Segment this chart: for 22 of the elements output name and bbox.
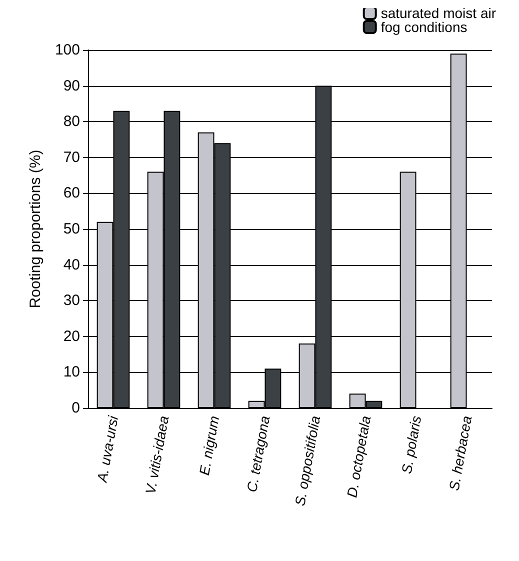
x-tick-label: S. polaris [398,414,424,475]
x-tick-label: S. oppositifolia [292,414,324,508]
y-tick-label: 100 [54,42,80,58]
x-tick-label: S. herbacea [446,414,475,492]
y-tick-label: 60 [63,184,80,202]
x-tick-label: C. tetragona [243,414,273,494]
y-tick-label: 70 [63,148,80,166]
legend-label: saturated moist air [380,5,496,21]
y-axis-title: Rooting proportions (%) [27,150,44,308]
y-tick-label: 30 [63,292,80,310]
x-tick-label: A. uva-ursi [94,414,122,484]
y-tick-label: 90 [63,77,80,94]
legend-label: fog conditions [380,19,468,35]
y-tick-label: 50 [63,220,80,238]
x-tick-label: E. nigrum [196,414,222,476]
y-tick-label: 80 [63,113,80,130]
y-tick-label: 20 [63,328,80,345]
y-tick-label: 10 [63,364,80,381]
x-tick-label: V. vitis-idaea [142,414,172,496]
y-tick-label: 40 [63,256,80,274]
x-tick-label: D. octopetala [344,414,374,499]
y-tick-label: 0 [72,400,80,416]
